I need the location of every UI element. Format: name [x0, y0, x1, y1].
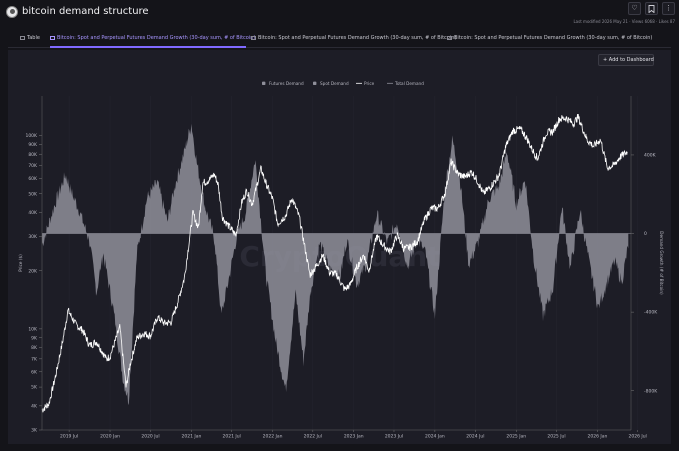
y-left-tick-label: 70K: [28, 163, 38, 169]
y-right-tick-label: -400K: [644, 310, 658, 316]
price-layer: [41, 114, 628, 413]
add-to-dashboard-button[interactable]: + Add to Dashboard: [598, 54, 654, 66]
heart-icon: ♡: [631, 4, 638, 12]
y-right-tick-label: 400K: [644, 153, 657, 159]
add-to-dashboard-label: Add to Dashboard: [608, 57, 654, 63]
y-left-tick-label: 7K: [31, 356, 38, 362]
chart-icon: [50, 35, 55, 40]
legend-swatch: [313, 81, 317, 85]
chart-tabs: Table Bitcoin: Spot and Perpetual Future…: [8, 30, 671, 48]
price-line: [41, 114, 628, 413]
y-right-tick-label: -800K: [644, 388, 658, 394]
page-title: bitcoin demand structure: [22, 6, 149, 17]
x-tick-label: 2024 Jan: [425, 434, 445, 440]
x-tick-label: 2020 Jul: [141, 434, 159, 440]
tab-label: Bitcoin: Spot and Perpetual Futures Dema…: [258, 35, 457, 41]
y-left-tick-label: 4K: [31, 403, 38, 409]
x-tick-label: 2026 Jul: [629, 434, 647, 440]
chart-legend: Futures Demand Spot Demand Price Total Dema…: [262, 81, 424, 86]
y-left-tick-label: 8K: [31, 345, 38, 351]
plus-icon: +: [603, 57, 608, 63]
legend-label: Spot Demand: [320, 81, 349, 86]
tab-chart-2[interactable]: Bitcoin: Spot and Perpetual Futures Dema…: [251, 33, 456, 48]
like-button[interactable]: ♡: [628, 2, 641, 15]
y-left-tick-label: 9K: [31, 335, 38, 341]
legend-label: Futures Demand: [269, 81, 304, 86]
y-right-tick-label: 0: [644, 231, 647, 237]
y-right-axis-label: Demand Growth (# of Bitcoin): [659, 231, 664, 295]
y-left-tick-label: 10K: [28, 326, 38, 332]
x-tick-label: 2025 Jan: [506, 434, 526, 440]
demand-layer: [42, 123, 629, 406]
y-left-tick-label: 20K: [28, 268, 38, 274]
legend-label: Price: [364, 81, 375, 86]
y-left-tick-label: 90K: [28, 142, 38, 148]
x-tick-label: 2021 Jul: [223, 434, 241, 440]
table-icon: [20, 35, 25, 40]
x-tick-label: 2025 Jul: [547, 434, 565, 440]
x-tick-label: 2023 Jan: [344, 434, 364, 440]
tab-label: Bitcoin: Spot and Perpetual Futures Dema…: [57, 35, 256, 41]
bookmark-button[interactable]: [645, 2, 658, 15]
y-left-tick-label: 6K: [31, 369, 38, 375]
x-tick-label: 2019 Jul: [60, 434, 78, 440]
tab-chart-1[interactable]: Bitcoin: Spot and Perpetual Futures Dema…: [50, 33, 255, 48]
tab-label: Table: [27, 35, 40, 41]
x-tick-label: 2022 Jan: [263, 434, 283, 440]
legend-swatch: [262, 81, 266, 85]
y-left-axis-label: Price ($): [18, 254, 23, 272]
chart-icon: [251, 35, 256, 40]
y-left-tick-label: 50K: [28, 191, 38, 197]
x-tick-label: 2026 Jan: [588, 434, 608, 440]
tab-chart-3[interactable]: Bitcoin: Spot and Perpetual Futures Dema…: [447, 33, 652, 48]
legend-label: Total Demand: [394, 81, 424, 86]
tab-label: Bitcoin: Spot and Perpetual Futures Dema…: [454, 35, 653, 41]
y-left-tick-label: 30K: [28, 234, 38, 240]
y-left-tick-label: 3K: [31, 428, 38, 434]
demand-area: [42, 123, 629, 406]
x-tick-label: 2022 Jul: [304, 434, 322, 440]
y-left-tick-label: 5K: [31, 385, 38, 391]
avatar[interactable]: [6, 6, 18, 18]
x-tick-label: 2024 Jul: [466, 434, 484, 440]
x-tick-label: 2020 Jan: [100, 434, 120, 440]
top-bar: bitcoin demand structure ♡ ⋮ Last modifi…: [0, 0, 679, 28]
y-left-tick-label: 100K: [25, 133, 38, 139]
tab-table[interactable]: Table: [20, 33, 40, 48]
dashboard-meta: Last modified 2026 May 21 · Views 6068 ·…: [573, 19, 675, 24]
more-vertical-icon: ⋮: [665, 4, 672, 12]
more-options-button[interactable]: ⋮: [662, 2, 675, 15]
y-left-tick-label: 60K: [28, 176, 38, 182]
chart-icon: [447, 35, 452, 40]
y-left-tick-label: 80K: [28, 152, 38, 158]
chart-axes: 100K 90K 80K 70K 60K 50K 40K 30K 20K 10K 9K 8K 7K 6K 5…: [18, 96, 664, 440]
y-left-tick-label: 40K: [28, 210, 38, 216]
bookmark-icon: [648, 5, 655, 14]
x-tick-label: 2023 Jul: [385, 434, 403, 440]
x-tick-label: 2021 Jan: [182, 434, 202, 440]
